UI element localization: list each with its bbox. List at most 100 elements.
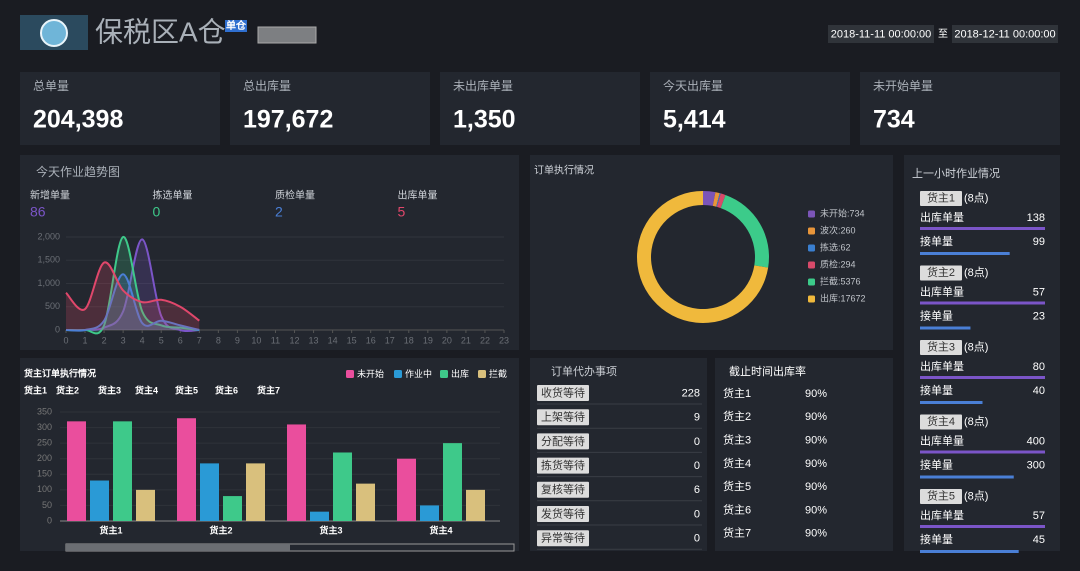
bar — [397, 458, 416, 521]
donut-slice — [716, 193, 721, 207]
legend-label: 出库 — [451, 368, 469, 379]
out-label: 出库单量 — [920, 433, 964, 447]
mode-button[interactable] — [257, 26, 317, 44]
x-tick-label: 7 — [197, 335, 202, 345]
out-value: 400 — [1027, 435, 1045, 447]
bar — [90, 480, 109, 521]
owner-name: 货主7 — [723, 526, 751, 540]
x-tick-label: 货主2 — [209, 524, 232, 535]
owner-name: 货主1 — [723, 386, 751, 400]
owner-filter: 货主4 — [135, 384, 158, 395]
scrollbar-handle[interactable] — [66, 544, 290, 551]
hour-label: (8点) — [964, 340, 988, 353]
y-tick-label: 100 — [37, 484, 52, 494]
legend-swatch — [440, 370, 448, 378]
x-tick-label: 18 — [404, 335, 414, 345]
bar — [67, 421, 86, 521]
x-tick-label: 货主1 — [99, 524, 122, 535]
legend-swatch — [808, 295, 815, 303]
out-bar — [920, 525, 1045, 528]
legend-label: 作业中 — [405, 368, 432, 379]
legend-swatch — [808, 278, 815, 286]
donut-slice — [703, 191, 716, 206]
kpi-card — [230, 72, 430, 145]
todo-value: 0 — [694, 436, 700, 448]
legend-label: 拣选:62 — [820, 241, 851, 252]
bar — [223, 496, 242, 521]
legend-swatch — [808, 227, 815, 235]
x-tick-label: 14 — [328, 335, 338, 345]
owner-tag-label: 货主5 — [927, 488, 955, 502]
rate-value: 90% — [805, 388, 827, 400]
hour-label: (8点) — [964, 266, 988, 279]
in-label: 接单量 — [920, 458, 953, 471]
legend-label: 拦截 — [489, 368, 507, 379]
stat-value: 5 — [398, 204, 406, 220]
rate-value: 90% — [805, 411, 827, 423]
out-label: 出库单量 — [920, 359, 964, 373]
y-tick-label: 0 — [55, 324, 60, 334]
x-tick-label: 15 — [347, 335, 357, 345]
x-tick-label: 11 — [271, 335, 280, 345]
page-title: 保税区A仓 — [95, 16, 226, 47]
x-tick-label: 1 — [83, 335, 88, 345]
in-value: 23 — [1033, 310, 1045, 322]
owner-filter: 货主7 — [257, 384, 280, 395]
y-tick-label: 300 — [37, 422, 52, 432]
x-tick-label: 22 — [480, 335, 490, 345]
stat-value: 86 — [30, 204, 46, 220]
bar — [420, 505, 439, 521]
owner-name: 货主5 — [723, 479, 751, 493]
legend-swatch — [478, 370, 486, 378]
y-tick-label: 250 — [37, 438, 52, 448]
out-value: 57 — [1033, 286, 1045, 298]
bar — [287, 424, 306, 521]
owner-name: 货主3 — [723, 433, 751, 447]
y-tick-label: 1,500 — [37, 255, 60, 265]
out-value: 57 — [1033, 510, 1045, 522]
legend-swatch — [808, 210, 815, 218]
x-tick-label: 0 — [63, 335, 68, 345]
owner-tag-label: 货主3 — [927, 339, 955, 353]
stat-label: 新增单量 — [30, 189, 70, 202]
todo-value: 228 — [682, 387, 700, 399]
kpi-label: 总出库量 — [243, 78, 291, 93]
x-tick-label: 9 — [235, 335, 240, 345]
todo-label: 异常等待 — [541, 531, 585, 545]
x-tick-label: 17 — [385, 335, 395, 345]
in-value: 45 — [1033, 534, 1045, 546]
badge: 单仓 — [226, 19, 247, 32]
legend-swatch — [346, 370, 354, 378]
out-bar — [920, 227, 1045, 230]
series-area — [66, 239, 200, 332]
x-tick-label: 21 — [461, 335, 471, 345]
owner-filter: 货主6 — [215, 384, 238, 395]
owner-tag-label: 货主4 — [927, 414, 955, 428]
x-tick-label: 货主4 — [429, 524, 452, 535]
stat-label: 质检单量 — [275, 189, 315, 202]
x-tick-label: 13 — [309, 335, 319, 345]
owner-tag — [920, 489, 962, 504]
y-tick-label: 0 — [47, 515, 52, 525]
x-tick-label: 10 — [251, 335, 261, 345]
in-label: 接单量 — [920, 309, 953, 322]
date-from: 2018-11-11 00:00:00 — [831, 28, 932, 40]
todo-tag — [537, 409, 589, 426]
date-sep: 至 — [938, 28, 948, 40]
todo-value: 9 — [694, 412, 700, 424]
y-tick-label: 50 — [42, 500, 52, 510]
series-line — [65, 273, 200, 332]
out-bar — [920, 376, 1045, 379]
owner-tag — [920, 265, 962, 281]
rate-value: 90% — [805, 435, 827, 447]
bar — [356, 483, 375, 521]
todo-label: 上架等待 — [541, 410, 585, 424]
in-bar — [920, 401, 983, 404]
x-tick-label: 3 — [121, 335, 126, 345]
todo-tag — [537, 481, 589, 498]
x-tick-label: 2 — [102, 335, 107, 345]
bar — [246, 463, 265, 521]
kpi-value: 1,350 — [453, 106, 516, 134]
todo-label: 收货等待 — [541, 385, 585, 399]
